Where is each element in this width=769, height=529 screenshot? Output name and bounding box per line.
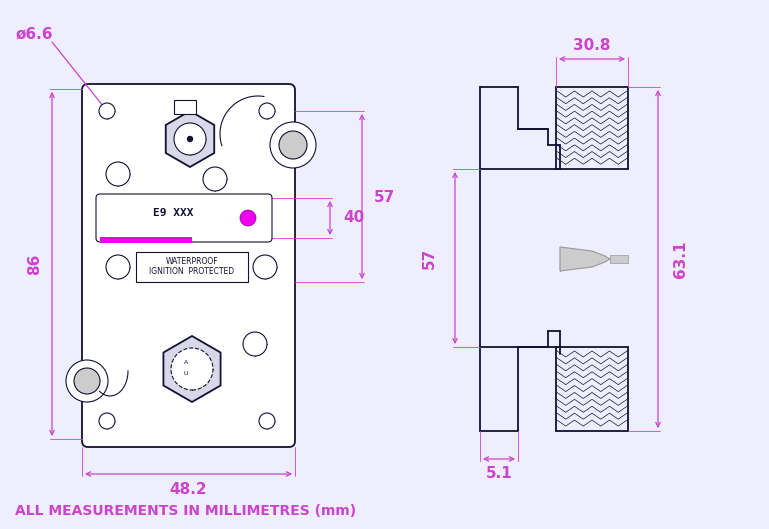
Circle shape bbox=[74, 368, 100, 394]
Polygon shape bbox=[164, 336, 221, 402]
Text: ALL MEASUREMENTS IN MILLIMETRES (mm): ALL MEASUREMENTS IN MILLIMETRES (mm) bbox=[15, 504, 356, 518]
Circle shape bbox=[66, 360, 108, 402]
Text: 57: 57 bbox=[374, 189, 395, 205]
FancyBboxPatch shape bbox=[96, 194, 272, 242]
Text: 48.2: 48.2 bbox=[169, 481, 207, 497]
Circle shape bbox=[106, 255, 130, 279]
Polygon shape bbox=[560, 247, 610, 271]
Text: E9 XXX: E9 XXX bbox=[153, 208, 193, 218]
Bar bbox=[174, 100, 196, 114]
Text: 40: 40 bbox=[343, 211, 365, 225]
Circle shape bbox=[203, 167, 227, 191]
Text: 63.1: 63.1 bbox=[673, 240, 688, 278]
Circle shape bbox=[240, 210, 256, 226]
Circle shape bbox=[106, 162, 130, 186]
Text: 57: 57 bbox=[422, 248, 437, 269]
Circle shape bbox=[171, 348, 213, 390]
Bar bbox=[136, 252, 248, 282]
Polygon shape bbox=[166, 111, 215, 167]
Text: 30.8: 30.8 bbox=[573, 39, 611, 53]
Text: IGNITION  PROTECTED: IGNITION PROTECTED bbox=[149, 268, 235, 277]
Circle shape bbox=[259, 103, 275, 119]
Text: WATERPROOF: WATERPROOF bbox=[165, 257, 218, 266]
Text: 86: 86 bbox=[28, 253, 42, 275]
Circle shape bbox=[243, 332, 267, 356]
Circle shape bbox=[174, 123, 206, 155]
Circle shape bbox=[99, 103, 115, 119]
Text: U: U bbox=[184, 371, 188, 376]
Bar bbox=[100, 237, 192, 243]
Circle shape bbox=[279, 131, 307, 159]
Circle shape bbox=[188, 136, 192, 141]
Text: 5.1: 5.1 bbox=[486, 466, 512, 480]
Circle shape bbox=[259, 413, 275, 429]
Text: A: A bbox=[184, 360, 188, 365]
Bar bbox=[610, 255, 628, 263]
Circle shape bbox=[270, 122, 316, 168]
Circle shape bbox=[99, 413, 115, 429]
FancyBboxPatch shape bbox=[82, 84, 295, 447]
Text: ø6.6: ø6.6 bbox=[15, 26, 52, 41]
Circle shape bbox=[253, 255, 277, 279]
